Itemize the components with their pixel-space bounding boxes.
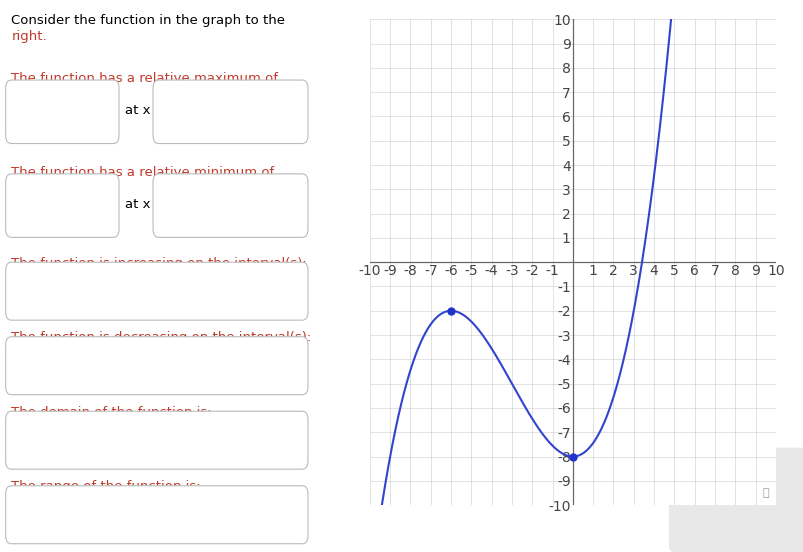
FancyBboxPatch shape [6,262,308,320]
Text: The function is increasing on the interval(s):: The function is increasing on the interv… [11,257,307,270]
FancyBboxPatch shape [153,80,308,144]
FancyBboxPatch shape [153,174,308,237]
Text: at x =: at x = [124,104,165,117]
FancyBboxPatch shape [6,486,308,544]
FancyBboxPatch shape [6,174,119,237]
FancyBboxPatch shape [668,448,803,552]
Text: The function has a relative maximum of: The function has a relative maximum of [11,72,278,85]
FancyBboxPatch shape [6,411,308,469]
Text: The domain of the function is:: The domain of the function is: [11,406,212,419]
Text: The range of the function is:: The range of the function is: [11,480,201,493]
Text: right.: right. [11,30,47,44]
Text: at x =: at x = [124,198,165,211]
FancyBboxPatch shape [6,337,308,395]
FancyBboxPatch shape [6,80,119,144]
Text: The function is decreasing on the interval(s):: The function is decreasing on the interv… [11,331,312,344]
Text: 🔍: 🔍 [761,488,768,498]
Text: The function has a relative minimum of: The function has a relative minimum of [11,166,275,179]
Text: Consider the function in the graph to the: Consider the function in the graph to th… [11,14,285,27]
